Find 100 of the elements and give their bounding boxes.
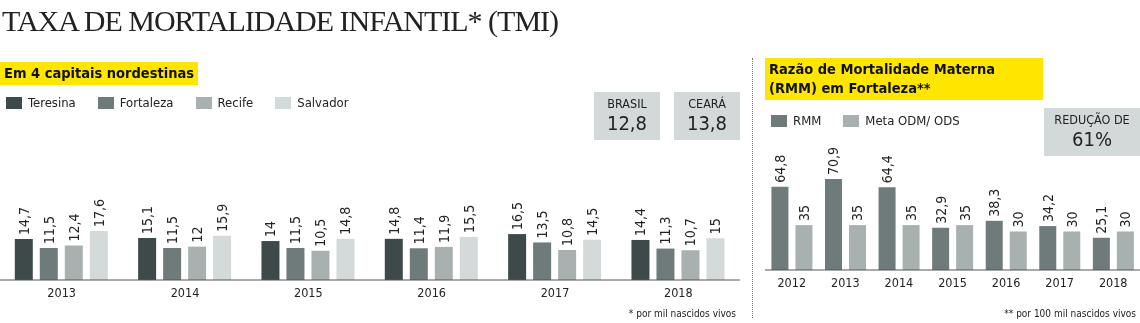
bar <box>213 235 232 280</box>
data-label: 64,4 <box>879 155 896 184</box>
x-tick-label: 2016 <box>991 274 1021 290</box>
bar <box>771 186 789 270</box>
bar <box>583 239 602 280</box>
data-label: 70,9 <box>825 146 842 175</box>
x-tick-label: 2018 <box>1098 274 1128 290</box>
bar <box>656 248 675 280</box>
bar <box>878 187 896 270</box>
x-tick-label: 2013 <box>47 284 76 300</box>
x-tick-label: 2013 <box>831 274 860 290</box>
legend-label: Fortaleza <box>119 95 174 110</box>
bar <box>1116 231 1134 270</box>
bar <box>825 178 842 270</box>
data-label: 15,1 <box>139 205 156 234</box>
bar <box>384 238 403 280</box>
data-label: 30 <box>1063 211 1080 228</box>
data-label: 11,5 <box>287 215 304 245</box>
x-tick-label: 2015 <box>294 284 323 300</box>
data-label: 35 <box>849 205 866 222</box>
data-label: 15 <box>707 218 724 235</box>
bar <box>64 245 83 280</box>
bar <box>1039 226 1057 270</box>
text: * por mil nascidos vivos <box>628 308 736 319</box>
data-label: 10,7 <box>682 218 699 247</box>
bar <box>1092 237 1110 270</box>
bar <box>795 225 813 270</box>
text: CEARÁ 13,8 <box>685 96 729 135</box>
text: BRASIL 12,8 <box>605 96 649 135</box>
legend-label: RMM <box>793 113 822 128</box>
bar <box>631 239 650 280</box>
legend-label: Salvador <box>297 95 349 110</box>
data-label: 14,8 <box>337 206 354 235</box>
data-label: 11,5 <box>40 215 57 245</box>
data-label: 10,8 <box>559 217 576 246</box>
data-label: 25,1 <box>1093 205 1110 234</box>
bar <box>261 241 280 280</box>
data-label: 38,3 <box>986 188 1003 217</box>
data-label: 11,5 <box>164 215 181 245</box>
data-label: 11,9 <box>435 214 452 243</box>
data-label: 14,7 <box>15 207 32 236</box>
data-label: 14,8 <box>385 206 402 235</box>
data-label: 12,4 <box>65 213 82 242</box>
chart-subtitle: Em 4 capitais nordestinas <box>0 62 199 85</box>
data-label: 12 <box>189 226 206 243</box>
text: ** por 100 mil nascidos vivos <box>1004 308 1136 319</box>
data-label: 15,9 <box>214 203 231 232</box>
bar <box>706 238 725 280</box>
bar <box>533 242 552 280</box>
bar <box>985 220 1003 270</box>
data-label: 13,5 <box>534 210 551 239</box>
data-label: 14,5 <box>584 207 601 236</box>
bar <box>138 237 157 280</box>
x-tick-label: 2017 <box>1045 274 1074 290</box>
x-tick-label: 2016 <box>417 284 446 300</box>
data-label: 35 <box>956 205 973 222</box>
bar <box>508 234 527 280</box>
bar <box>14 239 33 280</box>
data-label: 35 <box>903 205 920 222</box>
data-label: 15,5 <box>460 204 477 233</box>
bar <box>163 248 182 280</box>
data-label: 32,9 <box>932 195 949 224</box>
bar <box>311 250 330 280</box>
data-label: 14,4 <box>632 207 649 236</box>
x-tick-label: 2017 <box>540 284 570 300</box>
bar <box>558 249 577 280</box>
bar <box>409 248 428 280</box>
data-label: 34,2 <box>1039 194 1056 223</box>
bar <box>434 246 453 280</box>
data-label: 14 <box>262 221 279 238</box>
bar <box>459 236 478 280</box>
x-tick-label: 2014 <box>884 274 914 290</box>
data-label: 10,5 <box>312 218 329 247</box>
bar <box>932 227 950 270</box>
bar <box>1063 231 1081 270</box>
legend-label: Meta ODM/ ODS <box>865 113 960 128</box>
x-tick-label: 2015 <box>938 274 967 290</box>
bar <box>1009 231 1027 270</box>
legend-label: Teresina <box>28 95 76 110</box>
bar <box>681 250 700 280</box>
bar <box>902 225 920 270</box>
data-label: 35 <box>795 205 812 222</box>
data-label: 16,5 <box>509 202 526 231</box>
bar <box>849 225 866 270</box>
x-tick-label: 2012 <box>777 274 807 290</box>
data-label: 30 <box>1117 211 1134 228</box>
chart-title: TAXA DE MORTALIDADE INFANTIL* (TMI) <box>2 4 559 38</box>
legend-label: Recife <box>217 95 254 110</box>
data-label: 64,8 <box>771 154 788 183</box>
bar <box>956 225 974 270</box>
bar <box>188 246 207 280</box>
data-label: 11,4 <box>410 216 427 245</box>
data-label: 30 <box>1010 211 1027 228</box>
bar <box>39 248 58 280</box>
x-tick-label: 2014 <box>170 284 200 300</box>
x-tick-label: 2018 <box>664 284 693 300</box>
data-label: 11,3 <box>657 216 674 245</box>
bar <box>336 238 355 280</box>
bar <box>286 248 305 280</box>
text: REDUÇÃO DE 61% <box>1053 112 1131 151</box>
